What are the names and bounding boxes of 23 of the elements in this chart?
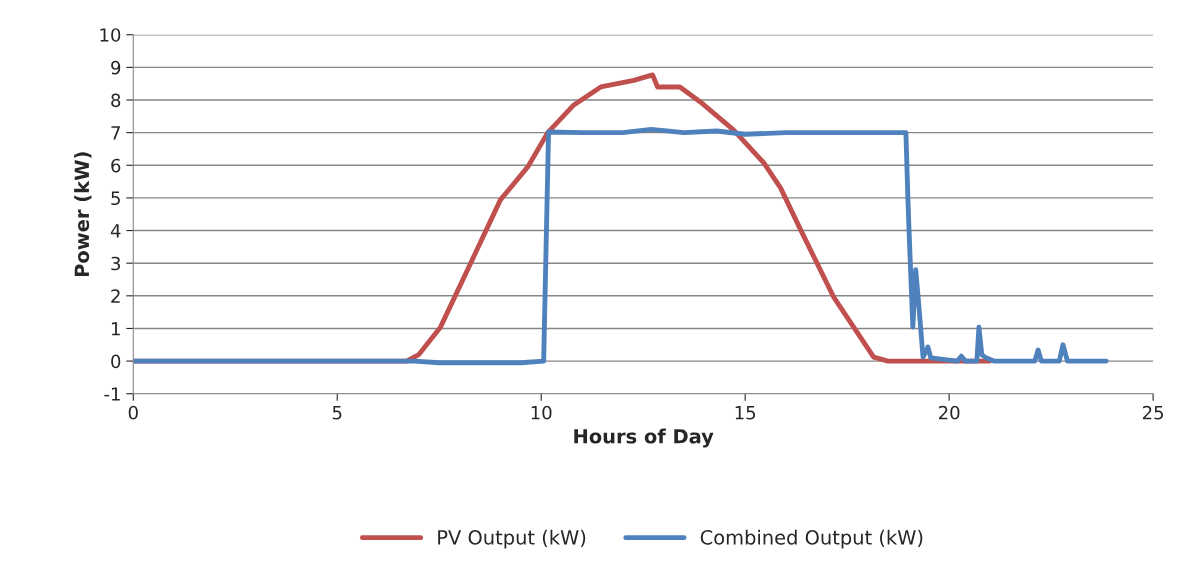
x-axis-title: Hours of Day bbox=[574, 428, 714, 448]
y-tick-label: 3 bbox=[111, 256, 121, 271]
y-tick-label: 2 bbox=[111, 289, 120, 303]
y-tick-label: 5 bbox=[111, 191, 120, 206]
y-axis-title: Power (kW) bbox=[74, 152, 92, 277]
x-tick-label: 15 bbox=[735, 406, 756, 420]
x-tick-label: 20 bbox=[938, 405, 960, 420]
y-tick-label: 4 bbox=[110, 224, 121, 238]
y-tick-label: 1 bbox=[111, 322, 120, 336]
x-tick-label: 10 bbox=[531, 405, 552, 420]
y-tick-label: -1 bbox=[104, 387, 120, 401]
x-tick-label: 25 bbox=[1142, 405, 1164, 420]
x-tick-label: 5 bbox=[332, 406, 342, 420]
y-tick-label: 6 bbox=[111, 158, 121, 173]
legend-label: Combined Output (kW) bbox=[700, 529, 923, 549]
line-series bbox=[133, 126, 1109, 366]
x-tick-label: 0 bbox=[128, 405, 138, 420]
y-tick-label: 10 bbox=[100, 28, 121, 42]
y-tick-label: 9 bbox=[111, 60, 121, 75]
y-tick-label: 7 bbox=[111, 126, 120, 140]
y-tick-label: 0 bbox=[111, 354, 121, 369]
y-tick-label: 8 bbox=[111, 93, 121, 108]
legend-label: PV Output (kW) bbox=[438, 529, 586, 549]
